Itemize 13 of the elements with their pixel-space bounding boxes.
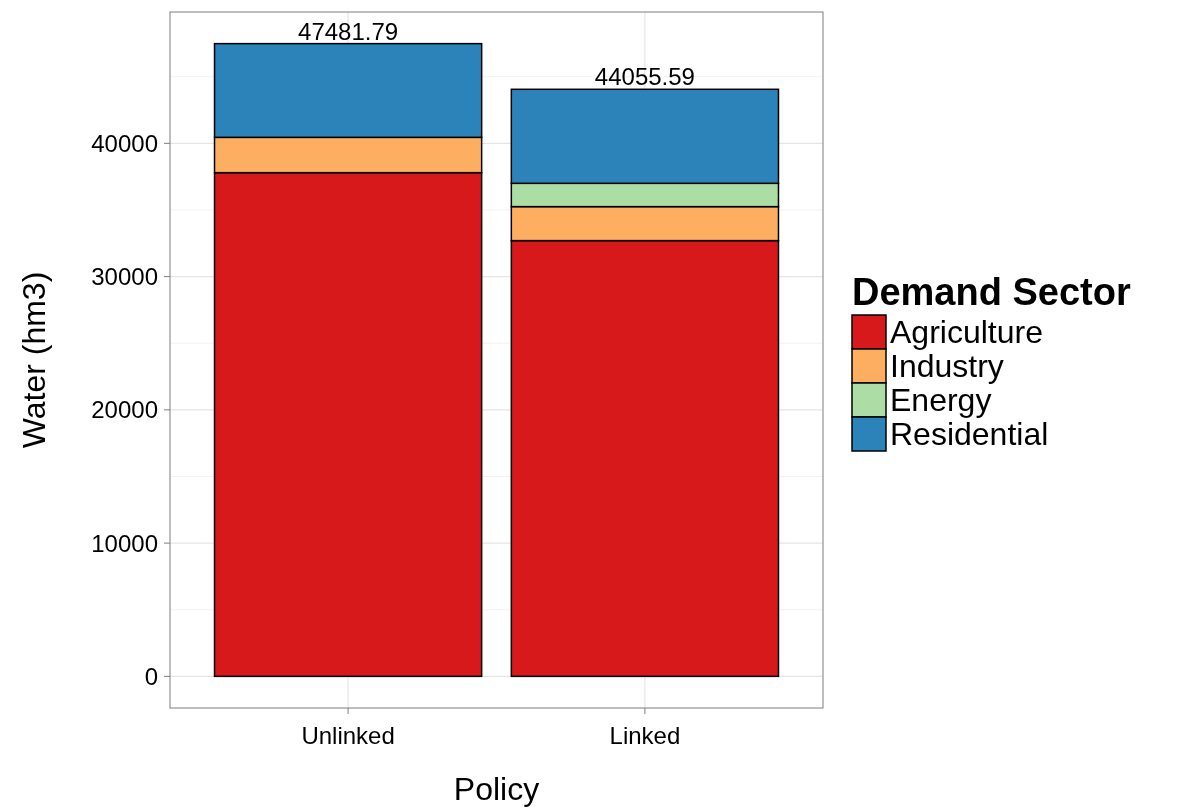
x-axis-title: Policy [453, 771, 540, 807]
legend-label: Agriculture [890, 314, 1043, 351]
total-label: 47481.79 [298, 17, 399, 45]
legend-title: Demand Sector [852, 271, 1131, 313]
y-tick-label: 20000 [91, 396, 158, 424]
y-axis-title: Water (hm3) [16, 271, 52, 449]
y-tick-label: 10000 [91, 529, 158, 557]
x-tick-label: Unlinked [301, 722, 395, 749]
total-label: 44055.59 [594, 63, 695, 91]
y-tick-label: 40000 [91, 129, 158, 157]
y-tick-label: 0 [144, 662, 158, 690]
y-tick-label: 30000 [91, 262, 158, 290]
x-tick-label: Linked [609, 722, 681, 749]
